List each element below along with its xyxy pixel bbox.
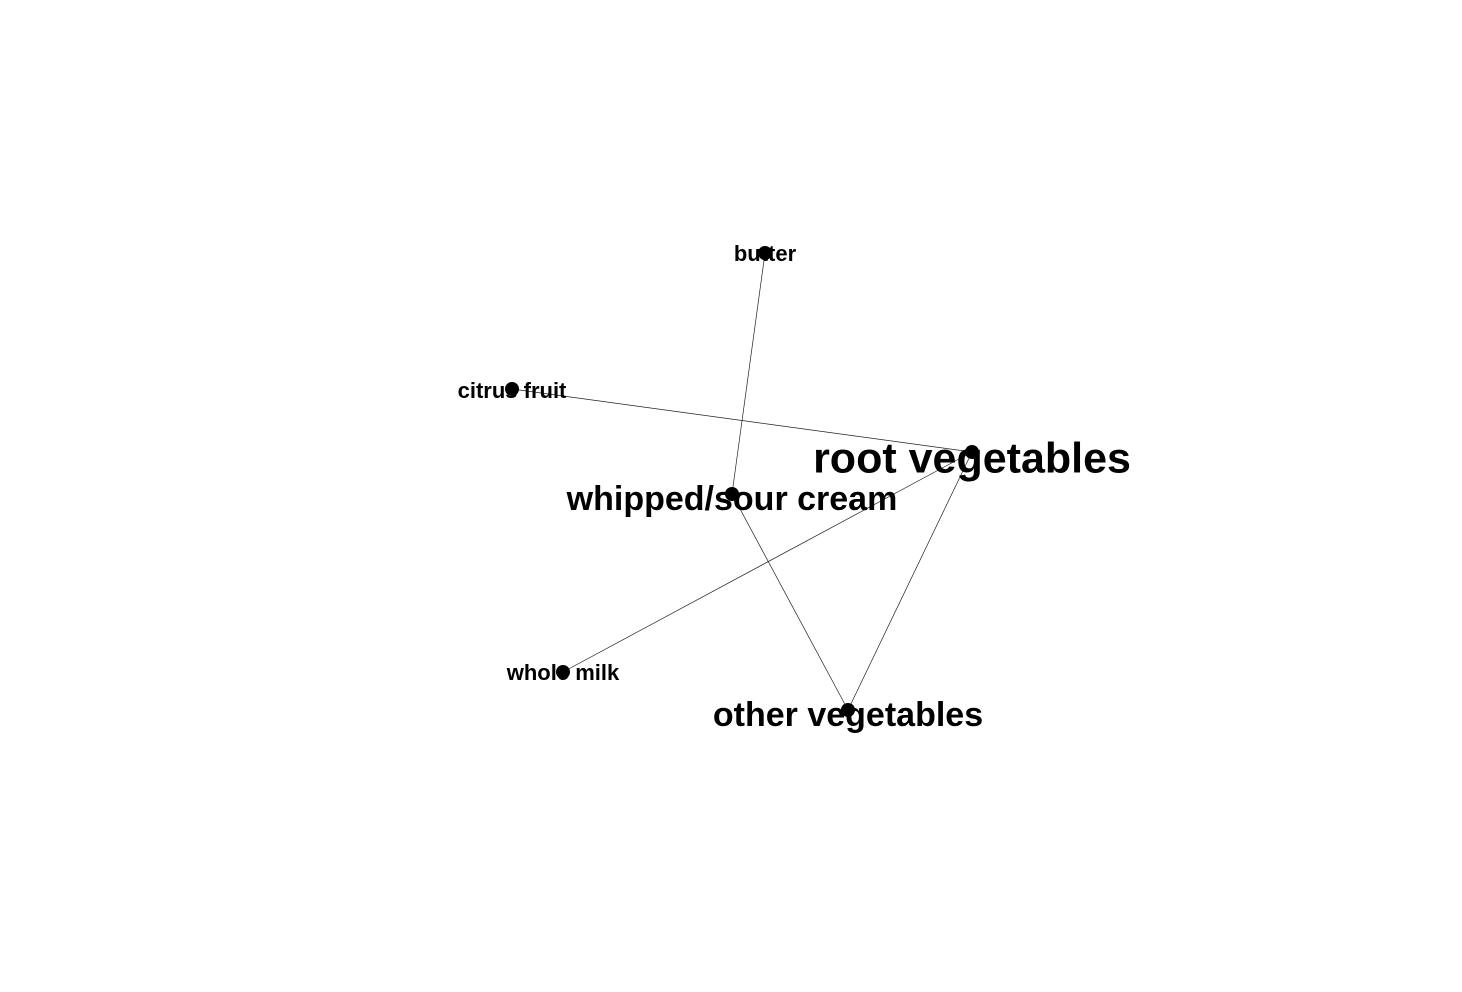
node-other_vegetables: [841, 703, 855, 717]
edge-whipped_sour_cream-other_vegetables: [731, 493, 849, 711]
node-whipped_sour_cream: [725, 487, 739, 501]
node-label-whipped_sour_cream: whipped/sour cream: [566, 480, 898, 518]
edge-butter-whipped_sour_cream: [731, 252, 766, 495]
nodes-layer: [505, 246, 979, 717]
node-label-butter: butter: [734, 241, 797, 266]
node-label-citrus_fruit: citrus fruit: [458, 378, 567, 403]
labels-layer: butter citrus fruit root vegetableswhipped…: [458, 241, 1131, 734]
node-label-other_vegetables: other vegetables: [713, 696, 983, 734]
node-butter: [758, 246, 772, 260]
node-whole_milk: [556, 665, 570, 679]
edge-citrus_fruit-root_vegetables: [511, 388, 973, 453]
edges-layer: [511, 252, 973, 711]
node-root_vegetables: [965, 445, 979, 459]
edge-root_vegetables-whole_milk: [562, 451, 973, 673]
node-label-root_vegetables: root vegetables: [813, 434, 1131, 482]
node-citrus_fruit: [505, 382, 519, 396]
edge-root_vegetables-other_vegetables: [847, 451, 973, 711]
node-label-whole_milk: whole milk: [506, 660, 620, 685]
